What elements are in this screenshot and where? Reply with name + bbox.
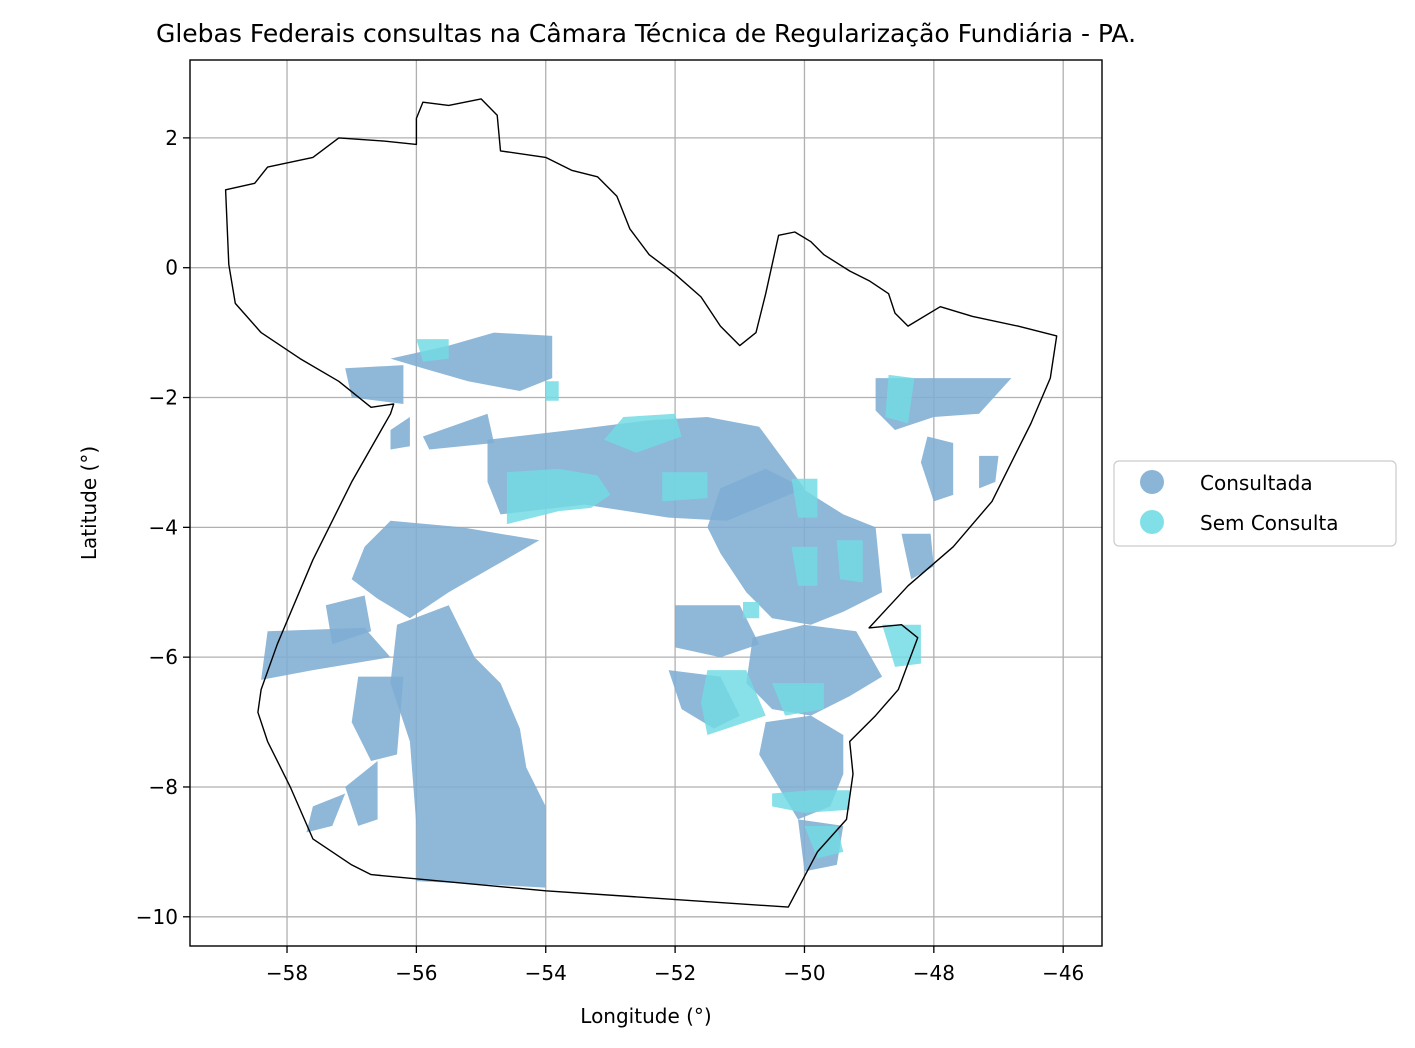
gleba-sem-consulta (662, 472, 708, 502)
state-outline (224, 98, 1058, 908)
gleba-consultada (920, 436, 954, 502)
x-tick-label: −52 (654, 961, 696, 985)
gleba-sem-consulta (772, 683, 824, 716)
y-tick-label: −10 (136, 905, 178, 929)
x-tick-label: −54 (525, 961, 567, 985)
legend-label-consultada: Consultada (1200, 471, 1313, 495)
para-state-boundary (224, 98, 1058, 908)
gleba-sem-consulta (701, 670, 766, 735)
gleba-sem-consulta (885, 374, 915, 424)
x-tick-label: −56 (395, 961, 437, 985)
legend-label-sem-consulta: Sem Consulta (1200, 511, 1338, 535)
gleba-sem-consulta (836, 540, 863, 583)
gleba-consultada (390, 417, 410, 450)
gleba-sem-consulta (772, 790, 850, 813)
y-tick-label: −2 (149, 386, 178, 410)
plot-frame (189, 59, 1103, 947)
legend-box (1113, 460, 1397, 547)
gleba-consultada (351, 520, 540, 619)
gleba-regions (261, 332, 1012, 888)
gleba-consultada (351, 676, 404, 761)
x-tick-label: −48 (913, 961, 955, 985)
gleba-consultada (306, 793, 346, 833)
legend-marker-consultada (1140, 470, 1164, 494)
gleba-consultada (390, 332, 553, 391)
gleba-consultada (979, 455, 999, 489)
y-axis-label: Latitude (°) (77, 446, 101, 560)
gleba-consultada (345, 761, 378, 826)
x-tick-label: −50 (783, 961, 825, 985)
gleba-sem-consulta (506, 468, 611, 525)
gleba-sem-consulta (416, 339, 449, 362)
gleba-sem-consulta (604, 413, 682, 453)
legend: Consultada Sem Consulta (1113, 460, 1397, 547)
gleba-sem-consulta (791, 546, 818, 586)
y-tick-label: 2 (165, 126, 178, 150)
y-tick-label: 0 (165, 256, 178, 280)
gleba-consultada (261, 627, 391, 680)
gleba-consultada (390, 605, 546, 888)
legend-marker-sem-consulta (1140, 510, 1164, 534)
gleba-consultada (422, 413, 494, 450)
y-tick-label: −4 (149, 515, 178, 539)
y-tick-label: −6 (149, 645, 178, 669)
x-axis-label: Longitude (°) (580, 1004, 711, 1028)
gleba-consultada (901, 533, 934, 580)
chart-title: Glebas Federais consultas na Câmara Técn… (156, 19, 1136, 48)
x-tick-label: −46 (1042, 961, 1084, 985)
x-tick-label: −58 (266, 961, 308, 985)
y-tick-label: −8 (149, 775, 178, 799)
gleba-consultada (345, 365, 404, 404)
gleba-sem-consulta (743, 602, 760, 619)
gleba-sem-consulta (545, 381, 559, 401)
gleba-consultada (675, 605, 760, 658)
gleba-sem-consulta (791, 478, 818, 518)
axis-ticks: −58 −56 −54 −52 −50 −48 −46 2 0 −2 −4 −6 −8 −10 (136, 126, 1085, 985)
